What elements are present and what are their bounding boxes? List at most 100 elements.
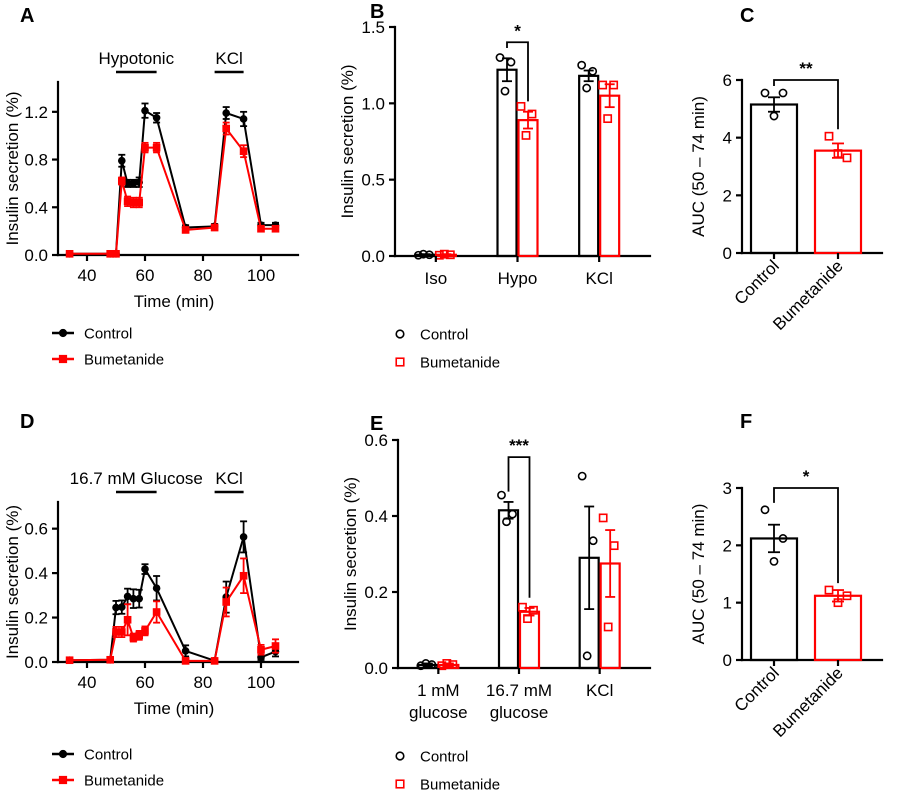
x-tick-label: 60 [136, 266, 155, 285]
y-tick-label: 4 [723, 129, 732, 148]
bar-group [577, 60, 600, 258]
data-point [439, 249, 449, 259]
data-point [500, 86, 510, 96]
series-path [69, 536, 276, 662]
data-point [239, 571, 248, 580]
data-point [603, 622, 613, 632]
data-point [760, 88, 770, 98]
panel-a-chart: Hypotonic KCl 0.0 0.4 0.8 1.2 40 60 80 100 Time (m… [3, 49, 300, 369]
y-tick-label: 3 [723, 479, 732, 498]
data-point [445, 250, 455, 260]
data-point [521, 130, 531, 140]
bar-group [434, 249, 457, 260]
data-point [778, 88, 788, 98]
y-tick-label: 1.5 [361, 18, 385, 37]
y-axis-title: Insulin secretion (%) [3, 505, 22, 659]
panel-letter-f: F [740, 411, 753, 433]
bar [518, 610, 541, 670]
y-axis-title: Insulin secretion (%) [341, 477, 360, 631]
data-point [527, 109, 537, 119]
y-tick-label: 0.8 [24, 151, 48, 170]
category-label: Iso [424, 269, 447, 288]
data-point [418, 249, 428, 259]
y-tick-label: 0 [723, 244, 732, 263]
y-tick-label: 0.2 [24, 609, 48, 628]
bar-group [598, 513, 621, 670]
data-point [424, 250, 434, 260]
data-point [760, 505, 770, 515]
legend-entry: Control [395, 327, 468, 344]
data-point [833, 149, 843, 158]
data-point [210, 657, 219, 665]
data-point [427, 660, 437, 669]
data-point [106, 655, 115, 664]
bar-group [516, 101, 539, 258]
legend-entry: Bumetanide [52, 352, 164, 369]
data-point [495, 53, 505, 62]
y-axis-title: AUC (50 – 74 min) [689, 504, 708, 645]
x-tick-label: 100 [247, 673, 275, 692]
data-point [152, 113, 161, 122]
y-tick-label: 0.4 [364, 507, 388, 526]
data-point [141, 143, 149, 152]
data-point [497, 490, 506, 500]
panel-b: B 0.0 0.5 1.0 1.5 Insulin secretion (%) Iso Hy… [338, 0, 670, 380]
legend-label: Control [420, 749, 468, 766]
y-tick-label: 0.0 [364, 659, 388, 678]
data-point [778, 534, 788, 543]
legend-label: Bumetanide [420, 355, 500, 372]
legend-marker [395, 779, 405, 789]
data-point [117, 603, 126, 611]
series-control [65, 102, 280, 258]
treatment-label: Hypotonic [98, 49, 174, 68]
data-point [518, 602, 527, 612]
bar [749, 537, 799, 662]
bar-group [577, 471, 600, 670]
bar [497, 509, 520, 670]
data-point [529, 605, 538, 615]
panel-f: F 0 1 2 3 AUC (50 – 74 min) Control Bumetanide… [670, 400, 900, 794]
significance-bracket [506, 41, 529, 102]
category-label: Hypo [498, 269, 538, 288]
data-point [577, 60, 587, 70]
bar-group [413, 249, 436, 260]
series-path [69, 125, 276, 255]
significance-label: *** [509, 436, 529, 455]
bar-group [495, 53, 518, 258]
data-point [181, 657, 190, 665]
data-point [769, 111, 779, 121]
data-point [257, 224, 265, 233]
data-point [239, 147, 248, 156]
significance-label: * [514, 21, 521, 40]
y-tick-label: 1 [723, 594, 732, 613]
data-point [824, 585, 834, 595]
series-path [69, 573, 276, 662]
data-point [833, 598, 843, 608]
series-path [69, 108, 276, 255]
data-point [448, 660, 458, 669]
y-tick-label: 0.2 [364, 583, 388, 602]
data-point [413, 250, 423, 260]
bar-group [416, 659, 439, 671]
legend-label: Bumetanide [420, 777, 500, 794]
data-point [442, 659, 452, 668]
data-point [582, 83, 592, 93]
data-point [842, 591, 852, 601]
x-tick-label: 80 [194, 673, 213, 692]
data-point [239, 115, 248, 123]
legend-entry: Bumetanide [52, 773, 164, 790]
bar [599, 94, 621, 258]
significance-label: ** [799, 59, 813, 78]
bar-group [813, 131, 863, 255]
x-axis-title: Time (min) [134, 699, 215, 718]
category-label: Control [731, 256, 783, 308]
data-point [769, 556, 779, 566]
data-point [437, 661, 447, 671]
data-point [210, 223, 219, 232]
significance-bracket [773, 487, 839, 584]
legend-label: Control [84, 747, 132, 764]
bar-group [497, 490, 520, 670]
data-point [65, 249, 74, 258]
data-point [135, 198, 144, 207]
